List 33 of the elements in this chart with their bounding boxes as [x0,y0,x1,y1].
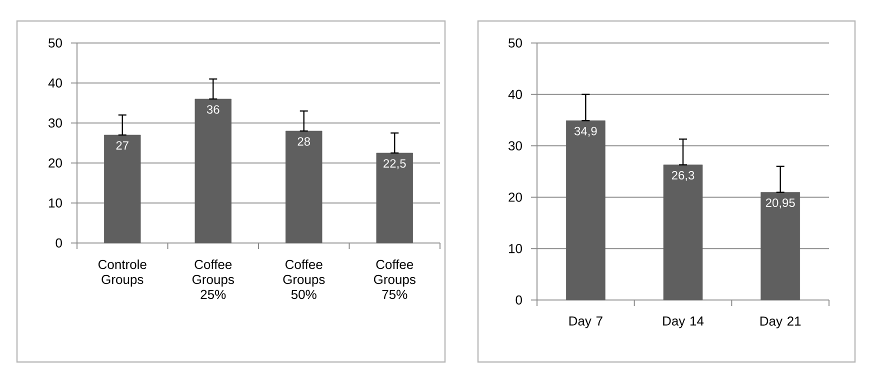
x-tick-label: Day 14 [663,316,704,328]
y-tick-label: 40 [48,78,62,88]
y-tick-label: 50 [508,38,522,48]
data-label: 22,5 [384,159,406,170]
data-label: 20,95 [766,198,795,208]
y-tick-label: 0 [56,238,62,248]
bar [286,130,322,244]
y-tick-label: 30 [48,118,62,128]
x-tick-label: Coffee Groups 25% [192,260,234,300]
bar [376,152,413,244]
y-tick-label: 40 [508,90,522,99]
data-label: 26,3 [672,171,694,181]
bar [104,134,141,244]
x-tick-label: Coffee Groups 75% [374,260,416,300]
y-tick-label: 10 [49,198,62,208]
y-tick-label: 0 [516,295,522,305]
y-tick-label: 10 [509,244,522,254]
data-label: 34,9 [574,126,597,137]
y-tick-label: 20 [48,158,62,168]
x-tick-label: Day 21 [760,316,801,328]
data-label: 36 [206,105,220,114]
y-tick-label: 50 [48,38,62,48]
x-tick-label: Controle Groups [98,260,146,287]
x-tick-label: Coffee Groups 50% [283,260,325,300]
bar [194,98,232,244]
bar [566,120,606,300]
x-tick-label: Day 7 [569,316,602,328]
y-tick-label: 30 [508,141,522,150]
bar [663,164,703,300]
bar [760,192,800,300]
data-label: 27 [116,141,128,150]
data-label: 28 [298,137,310,146]
y-tick-label: 20 [508,192,522,202]
